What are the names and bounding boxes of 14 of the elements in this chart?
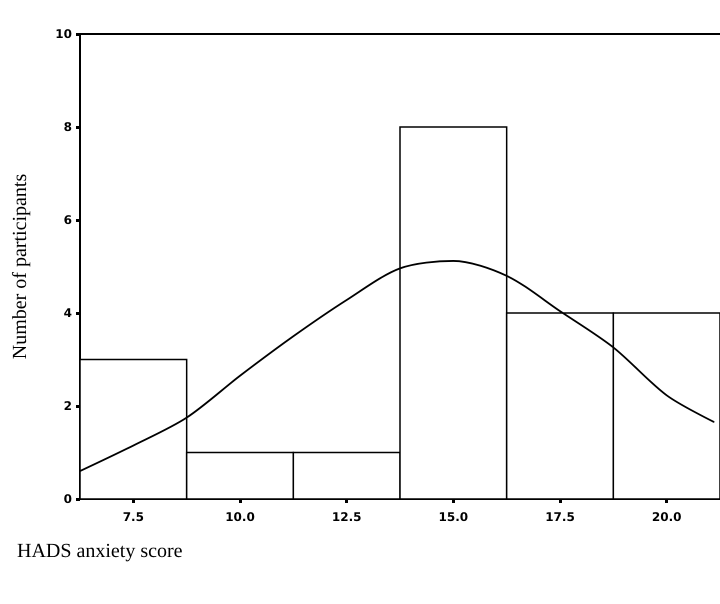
x-tick-label: 17.5 [545,510,575,524]
y-tick-label: 8 [64,120,72,134]
x-tick-label: 12.5 [332,510,362,524]
x-tick-label: 20.0 [652,510,682,524]
y-axis-title: Number of participants [9,174,31,360]
x-axis-title: HADS anxiety score [17,540,183,562]
y-tick-label: 10 [55,27,72,41]
x-tick-label: 10.0 [225,510,255,524]
y-tick-label: 2 [64,399,72,413]
y-tick-label: 0 [64,492,72,506]
x-tick-label: 7.5 [122,510,144,524]
y-tick-label: 4 [64,306,72,320]
y-tick-label: 6 [64,213,72,227]
x-tick-label: 15.0 [438,510,468,524]
